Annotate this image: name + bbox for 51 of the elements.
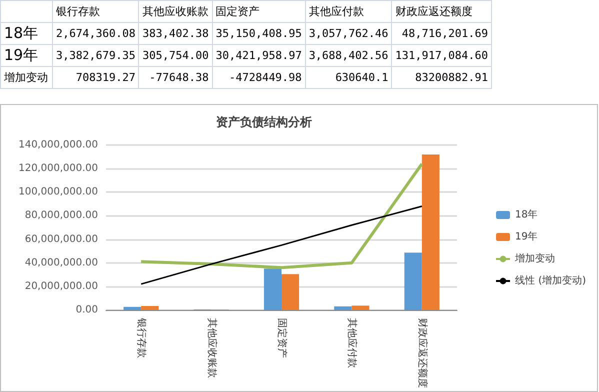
text: 30,421,958.97	[216, 49, 302, 62]
text: 3,057,762.46	[308, 27, 388, 40]
category-label: 19年	[4, 46, 38, 64]
bar	[282, 274, 300, 310]
bar	[334, 306, 352, 310]
y-tick-label: 60,000,000.00	[24, 234, 98, 245]
y-tick-label: 140,000,000.00	[18, 140, 98, 150]
category-label: 增加变动	[4, 71, 48, 84]
category-label: 其他应付款	[305, 0, 392, 22]
x-tick-label: 固定资产	[276, 318, 288, 358]
bar	[352, 306, 370, 310]
y-tick-label: 80,000,000.00	[24, 210, 98, 222]
y-tick-label: 120,000,000.00	[18, 163, 98, 174]
bar	[124, 306, 142, 310]
category-label: 固定资产	[212, 0, 306, 22]
chart-title: 资产负债结构分析	[216, 115, 312, 129]
category-label: 18年	[4, 24, 38, 42]
text: 83200882.91	[415, 71, 488, 84]
x-tick-label: 其他应收账款	[206, 318, 218, 378]
x-tick-label: 财政应返还额度	[416, 318, 428, 388]
category-label: 财政应返还额度	[392, 0, 492, 22]
line-series	[140, 162, 424, 270]
text: 383,402.38	[142, 27, 209, 40]
text: 35,150,408.95	[216, 27, 302, 40]
text: -77648.38	[149, 71, 209, 84]
x-tick-label: 其他应付款	[346, 318, 358, 368]
line-series	[140, 206, 423, 285]
x-tick-label: 银行存款	[136, 317, 148, 358]
y-tick-label: 0.00	[76, 304, 98, 316]
text: 630640.1	[335, 71, 388, 84]
y-tick-label: 40,000,000.00	[24, 257, 98, 268]
bar	[404, 252, 422, 310]
text: -4728449.98	[228, 71, 302, 84]
text: 3,688,402.56	[308, 49, 388, 62]
y-tick-label: 20,000,000.00	[24, 280, 98, 292]
text: 305,754.00	[142, 49, 209, 62]
category-label: 其他应收账款	[138, 0, 212, 22]
bar	[264, 268, 282, 310]
text: 3,382,679.35	[56, 49, 136, 62]
text: 708319.27	[76, 71, 136, 84]
legend-label: 18年	[515, 208, 538, 220]
text: 48,716,201.69	[402, 27, 488, 40]
y-tick-label: 100,000,000.00	[18, 186, 98, 198]
category-label: 银行存款	[52, 0, 139, 22]
legend-label: 线性 (增加变动)	[515, 274, 586, 286]
text: 2,674,360.08	[56, 27, 136, 40]
legend-label: 增加变动	[514, 252, 556, 264]
text: 131,917,084.60	[395, 49, 488, 62]
bar	[422, 154, 440, 310]
bar	[141, 306, 159, 310]
legend-label: 19年	[515, 230, 538, 242]
